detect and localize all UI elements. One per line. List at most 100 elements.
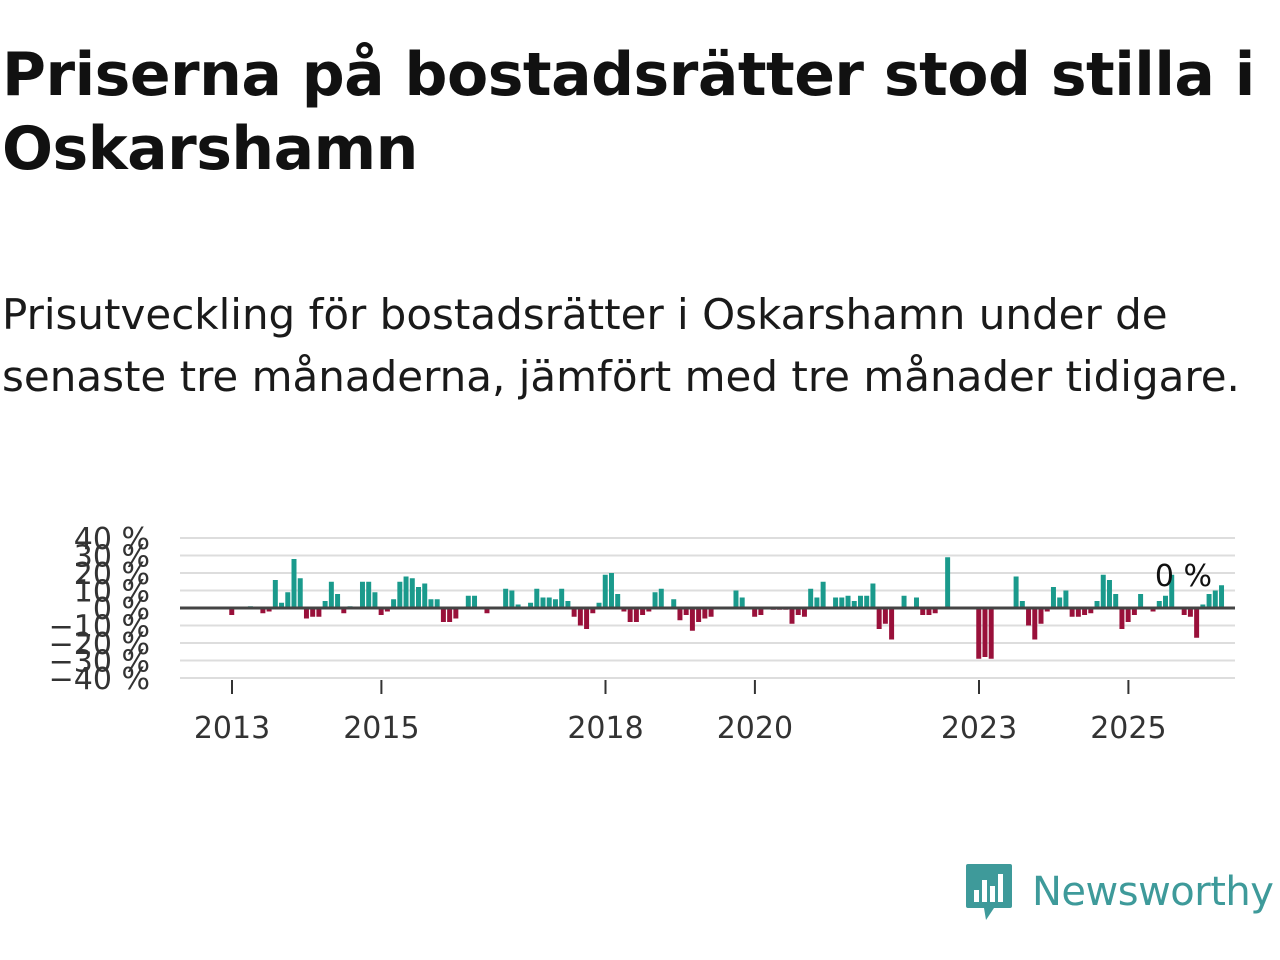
bar [584, 608, 590, 629]
bar-chart: 40 %30 %20 %10 %0 %−10 %−20 %−30 %−40 % … [49, 522, 1235, 746]
bar [640, 608, 646, 615]
end-value-label: 0 % [1155, 559, 1212, 594]
brand-name: Newsworthy [1032, 869, 1274, 915]
bar [845, 595, 851, 608]
bar [1075, 608, 1081, 617]
bar [590, 608, 596, 614]
bar [1106, 580, 1112, 608]
y-tick-label: −30 % [49, 645, 150, 680]
bar [1194, 608, 1200, 638]
bar [733, 590, 739, 608]
y-tick-label: 0 % [93, 592, 150, 627]
bar [932, 608, 938, 614]
bar [434, 599, 440, 608]
bar [1119, 608, 1125, 629]
bar [422, 583, 428, 608]
bar [447, 608, 453, 622]
bar [397, 581, 403, 608]
bar [658, 588, 664, 608]
bar [839, 597, 845, 608]
bar [484, 608, 490, 614]
bar [1057, 597, 1063, 608]
y-tick-label: −20 % [49, 627, 150, 662]
bar [372, 592, 378, 608]
y-tick-label: 10 % [74, 575, 150, 610]
chart-title: Priserna på bostadsrätter stod stilla i … [2, 40, 1255, 184]
bar [1063, 590, 1069, 608]
bar [1088, 608, 1094, 614]
bar [540, 597, 546, 608]
bar [403, 576, 409, 608]
bar [328, 581, 334, 608]
bar [945, 557, 951, 608]
bar [752, 608, 758, 617]
bar [428, 599, 434, 608]
bar [577, 608, 583, 626]
x-tick-label: 2015 [343, 711, 419, 746]
bar [565, 601, 571, 608]
bar [926, 608, 932, 615]
y-tick-label: 30 % [74, 540, 150, 575]
bar [310, 608, 316, 617]
y-tick-label: −40 % [49, 662, 150, 697]
bar [1181, 608, 1187, 615]
bar [546, 597, 552, 608]
bar [870, 583, 876, 608]
x-tick-label: 2018 [567, 711, 643, 746]
bar [1125, 608, 1131, 622]
bar [801, 608, 807, 617]
bar [814, 597, 820, 608]
bar [1113, 594, 1119, 608]
bar [851, 601, 857, 608]
bar [1169, 574, 1175, 608]
bar [1138, 594, 1144, 608]
bar [335, 594, 341, 608]
bar [1082, 608, 1088, 615]
bar [857, 595, 863, 608]
bar [1026, 608, 1032, 626]
y-tick-label: 20 % [74, 557, 150, 592]
bar [1019, 601, 1025, 608]
bar [677, 608, 683, 621]
bar [266, 608, 272, 612]
bar [316, 608, 322, 617]
bar [652, 592, 658, 608]
bar [559, 588, 565, 608]
x-tick-label: 2025 [1090, 711, 1166, 746]
x-axis: 2013 2015 2018 2020 2023 2025 [194, 680, 1167, 746]
bar [409, 578, 415, 608]
bar [789, 608, 795, 624]
bar [982, 608, 988, 657]
bar [1038, 608, 1044, 624]
bar [1150, 608, 1156, 612]
bar [384, 608, 390, 612]
bar [795, 608, 801, 615]
bar [608, 573, 614, 608]
bar [291, 559, 297, 608]
bar [440, 608, 446, 622]
bar [739, 597, 745, 608]
bar [303, 608, 309, 619]
bars [229, 557, 1225, 659]
bar [976, 608, 982, 659]
bar [503, 588, 509, 608]
x-tick-label: 2020 [717, 711, 793, 746]
bar [1032, 608, 1038, 640]
newsworthy-logo: Newsworthy [964, 862, 1274, 922]
bar [1044, 608, 1050, 612]
bar [627, 608, 633, 622]
chart-subtitle: Prisutveckling för bostadsrätter i Oskar… [2, 290, 1240, 401]
y-axis-labels: 40 %30 %20 %10 %0 %−10 %−20 %−30 %−40 % [49, 522, 150, 697]
bar [1163, 595, 1168, 608]
bar [671, 599, 677, 608]
bar [1069, 608, 1075, 617]
bar [889, 608, 895, 640]
bar [465, 595, 471, 608]
bar [646, 608, 652, 612]
bar [1131, 608, 1137, 615]
bar [229, 608, 235, 615]
bar [571, 608, 577, 617]
y-tick-label: 40 % [74, 522, 150, 557]
bar [341, 608, 347, 614]
bar [528, 602, 534, 608]
